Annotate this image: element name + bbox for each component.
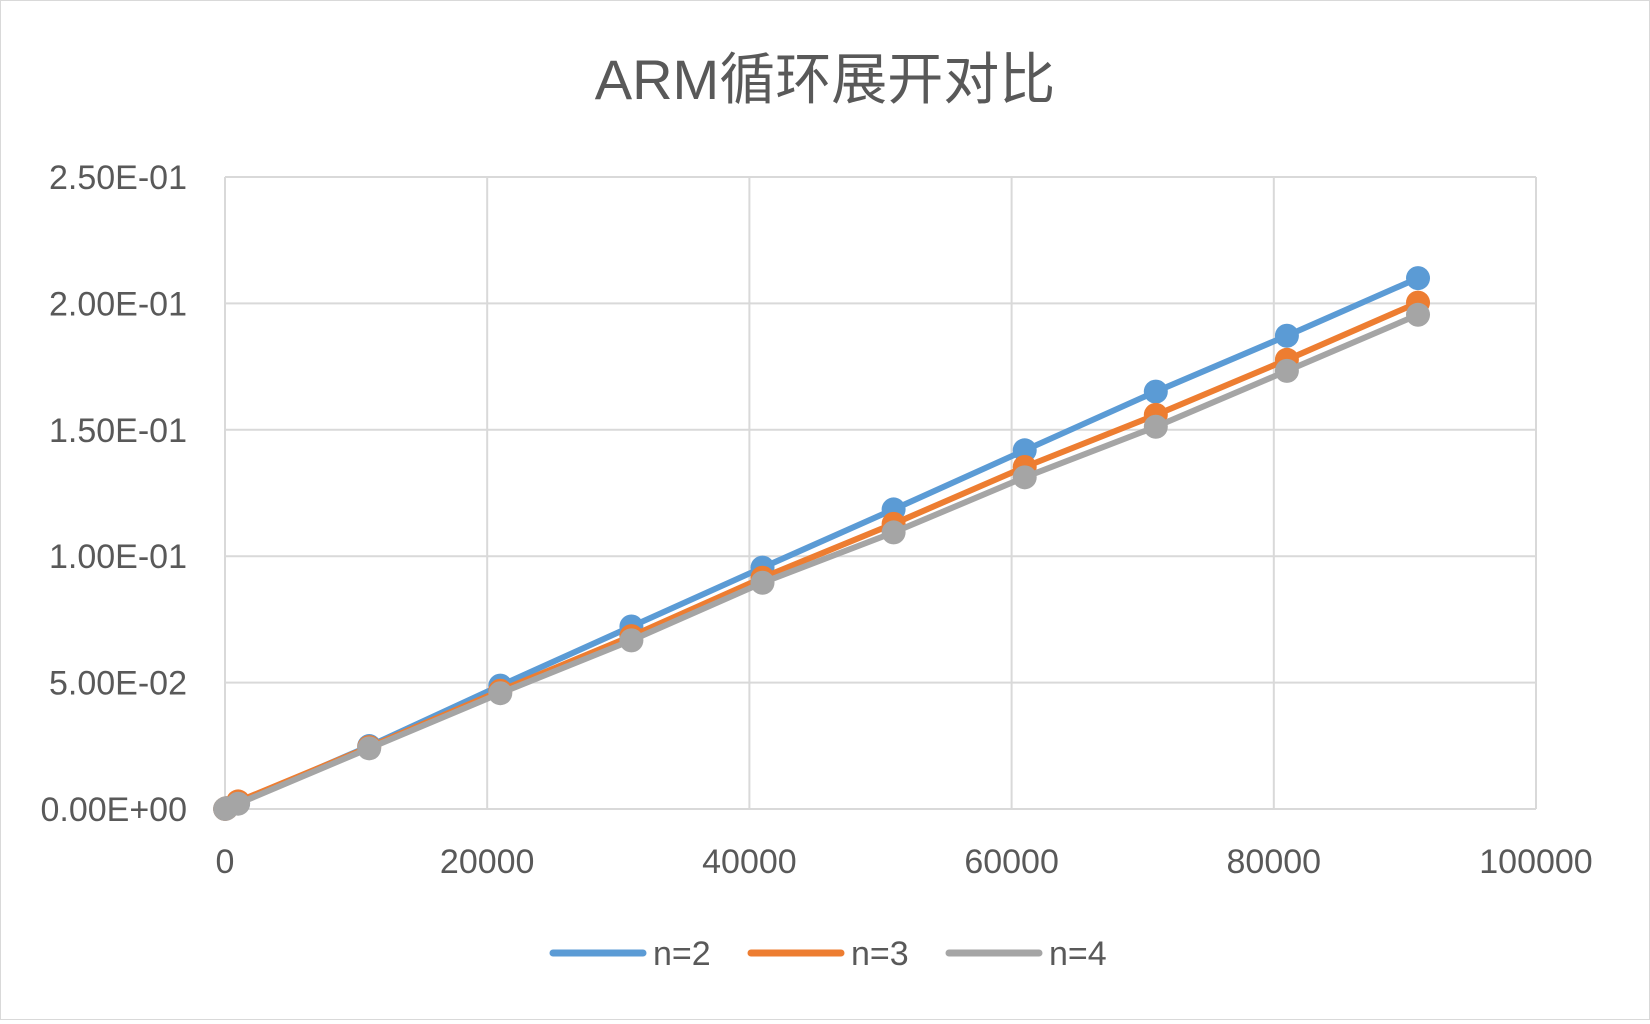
grid-lines: [224, 176, 1537, 810]
y-tick-label: 0.00E+00: [40, 791, 187, 829]
data-point: [1406, 266, 1431, 291]
plot-series: [213, 266, 1431, 821]
data-point: [488, 681, 513, 706]
x-tick-label: 20000: [440, 843, 535, 881]
data-point: [750, 570, 775, 595]
data-point: [1012, 438, 1037, 463]
data-point: [1143, 414, 1168, 439]
data-point: [226, 791, 251, 816]
series-line: [222, 311, 1421, 812]
series-n=4: [213, 302, 1431, 821]
y-tick-label: 5.00E-02: [49, 665, 187, 703]
data-point: [1274, 323, 1299, 348]
y-tick-label: 1.50E-01: [49, 412, 187, 450]
y-axis-ticks: 0.00E+00 5.00E-02 1.00E-01 1.50E-01 2.00E-01…: [40, 159, 187, 829]
x-tick-label: 0: [216, 843, 235, 881]
data-point: [619, 628, 644, 653]
y-tick-label: 1.00E-01: [49, 538, 187, 576]
legend: n=2 n=3 n=4: [549, 935, 1107, 973]
legend-label: n=2: [653, 935, 711, 973]
data-point: [1274, 358, 1299, 383]
chart-title: ARM循环展开对比: [595, 48, 1055, 111]
y-tick-label: 2.50E-01: [49, 159, 187, 197]
x-axis-ticks: 0 20000 40000 60000 80000 100000: [216, 843, 1593, 881]
data-point: [357, 736, 382, 761]
x-tick-label: 100000: [1479, 843, 1592, 881]
legend-label: n=3: [851, 935, 909, 973]
data-point: [881, 520, 906, 545]
y-tick-label: 2.00E-01: [49, 285, 187, 323]
x-tick-label: 80000: [1227, 843, 1322, 881]
x-tick-label: 60000: [964, 843, 1059, 881]
x-tick-label: 40000: [702, 843, 797, 881]
data-point: [1143, 379, 1168, 404]
data-point: [1012, 465, 1037, 490]
data-point: [1406, 302, 1431, 327]
legend-label: n=4: [1049, 935, 1107, 973]
